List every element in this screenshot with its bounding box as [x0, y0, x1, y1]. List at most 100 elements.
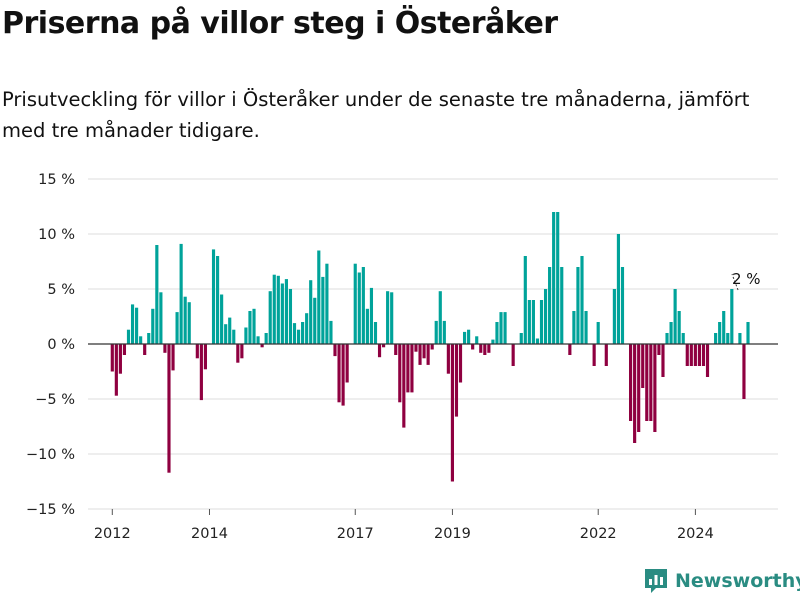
bar — [637, 344, 641, 432]
y-tick-label: −10 % — [26, 447, 75, 463]
bar — [483, 344, 487, 355]
bar — [292, 323, 297, 344]
bar — [357, 272, 361, 344]
bar — [264, 333, 268, 344]
y-tick-label: −15 % — [26, 502, 75, 518]
x-tick-label: 2014 — [191, 526, 228, 542]
bar — [394, 344, 398, 355]
bar — [353, 263, 357, 344]
bar — [657, 344, 661, 355]
bar — [195, 344, 199, 359]
bar — [240, 344, 244, 359]
chart-subtitle: Prisutveckling för villor i Österåker un… — [2, 88, 750, 142]
bar — [738, 333, 742, 344]
bar — [130, 304, 135, 344]
bar — [361, 267, 365, 344]
bar — [143, 344, 147, 355]
bar — [499, 312, 503, 344]
bar — [333, 344, 337, 357]
bar — [552, 212, 556, 344]
bar — [458, 344, 463, 383]
bar — [365, 308, 369, 344]
annotation: 2 % — [731, 270, 761, 291]
bar — [301, 322, 305, 344]
bar — [612, 289, 616, 344]
bar — [272, 274, 276, 344]
bar — [288, 289, 293, 344]
bar — [256, 336, 260, 344]
bar — [576, 267, 580, 344]
bar — [446, 344, 450, 374]
bar — [171, 344, 175, 371]
bar — [495, 322, 499, 344]
bar — [252, 308, 256, 344]
bar — [147, 333, 151, 344]
bar — [402, 344, 406, 428]
bar — [645, 344, 649, 421]
bar — [572, 311, 576, 344]
bar — [345, 344, 349, 383]
bar — [114, 344, 118, 396]
bar — [329, 320, 333, 344]
bar — [414, 344, 418, 352]
y-axis-ticks: 15 % 10 % 5 % 0 % −5 % −10 % −15 % — [26, 172, 75, 518]
bar — [539, 300, 544, 344]
bar — [697, 344, 701, 366]
bar — [616, 234, 621, 344]
x-tick-label: 2017 — [337, 526, 374, 542]
bar — [244, 327, 248, 344]
bar — [280, 283, 284, 344]
bar — [305, 313, 309, 344]
bar — [548, 267, 552, 344]
bar — [604, 344, 608, 366]
x-tick-label: 2022 — [580, 526, 617, 542]
bar — [620, 267, 625, 344]
bar — [236, 344, 240, 363]
newsworthy-logo-icon — [645, 569, 667, 593]
grid-lines — [88, 178, 778, 510]
bar — [653, 344, 657, 432]
bar — [151, 308, 155, 344]
bar — [718, 322, 722, 344]
bar — [596, 322, 600, 344]
bar — [179, 243, 183, 344]
bar — [369, 287, 374, 344]
bar — [203, 344, 208, 370]
bar — [592, 344, 596, 366]
bar — [665, 333, 669, 344]
bar — [309, 280, 313, 344]
bar — [220, 294, 224, 344]
bar — [685, 344, 689, 366]
bar — [175, 312, 179, 344]
bar — [268, 291, 272, 344]
bar — [228, 317, 232, 344]
bar — [377, 344, 382, 358]
bar — [187, 302, 191, 344]
bar — [722, 311, 726, 344]
bar — [438, 291, 442, 344]
bar — [382, 344, 386, 348]
bar — [714, 333, 718, 344]
bar — [450, 344, 455, 482]
bar — [519, 333, 523, 344]
bar — [689, 344, 693, 366]
bar — [183, 296, 187, 344]
bar — [701, 344, 706, 366]
bar — [742, 344, 746, 399]
bar — [159, 292, 163, 344]
bar — [560, 267, 564, 344]
bar — [661, 344, 665, 377]
bar — [649, 344, 653, 421]
x-axis-ticks: 2012 2014 2017 2019 2022 2024 — [94, 509, 714, 542]
bar — [122, 344, 127, 355]
bar — [139, 336, 143, 344]
chart-title: Priserna på villor steg i Österåker — [2, 6, 558, 41]
bar — [426, 344, 430, 365]
annotation-connector — [731, 273, 739, 291]
bar — [232, 329, 236, 344]
brand-name: Newsworthy — [675, 570, 800, 592]
x-tick-label: 2024 — [677, 526, 714, 542]
bar — [248, 311, 252, 344]
bar — [296, 329, 301, 344]
annotation-label: 2 % — [732, 270, 761, 288]
